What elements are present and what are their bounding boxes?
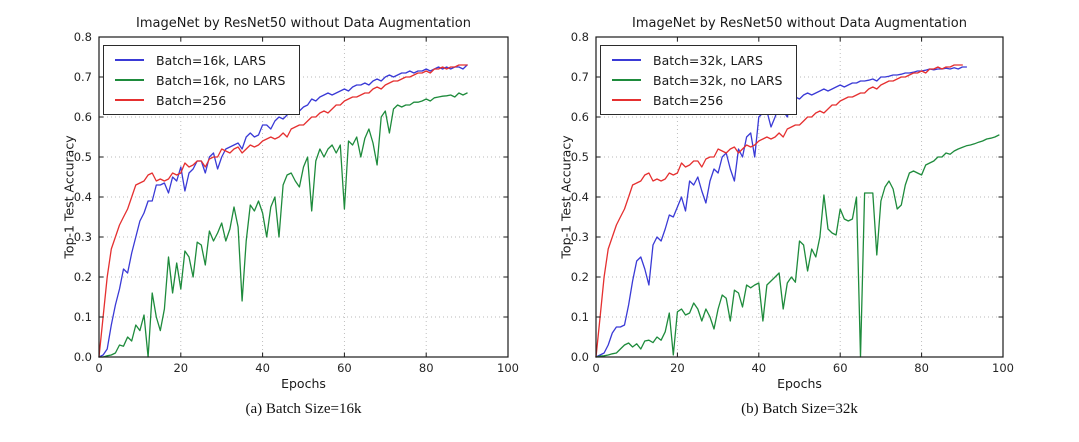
line-swatch-icon [612, 59, 641, 61]
y-tick-label: 0.1 [571, 310, 589, 324]
series-line-batch-16k-no-lars [98, 92, 468, 358]
legend-item: Batch=16k, LARS [113, 50, 285, 70]
y-tick-label: 0.0 [571, 350, 589, 364]
x-tick-label: 80 [914, 361, 929, 375]
line-swatch-icon [612, 79, 641, 81]
legend-label: Batch=32k, no LARS [653, 72, 783, 88]
y-tick-label: 0.4 [571, 190, 589, 204]
x-tick-label: 100 [992, 361, 1014, 375]
legend-item: Batch=256 [610, 90, 782, 110]
chart-a-y-axis-label: Top-1 Test Accuracy [61, 135, 77, 259]
legend-label: Batch=16k, no LARS [156, 72, 286, 88]
legend-item: Batch=32k, no LARS [610, 70, 782, 90]
y-tick-label: 0.3 [571, 230, 589, 244]
y-tick-label: 0.7 [74, 70, 92, 84]
chart-b-caption: (b) Batch Size=32k [741, 401, 858, 417]
legend-label: Batch=16k, LARS [156, 52, 266, 68]
chart-b-y-axis-label: Top-1 Test Accuracy [558, 135, 574, 259]
legend-item: Batch=256 [113, 90, 285, 110]
y-tick-label: 0.6 [74, 110, 92, 124]
x-tick-label: 80 [419, 361, 434, 375]
chart-a-legend: Batch=16k, LARS Batch=16k, no LARS Batch… [103, 45, 301, 115]
line-swatch-icon [115, 99, 144, 101]
x-tick-label: 20 [670, 361, 685, 375]
chart-b-legend: Batch=32k, LARS Batch=32k, no LARS Batch… [600, 45, 798, 115]
series-line-batch-256 [98, 64, 468, 358]
legend-label: Batch=256 [156, 92, 227, 108]
x-tick-label: 0 [592, 361, 599, 375]
y-tick-label: 0.2 [74, 270, 92, 284]
y-tick-label: 0.2 [571, 270, 589, 284]
y-tick-label: 0.7 [571, 70, 589, 84]
chart-a-caption: (a) Batch Size=16k [245, 401, 362, 417]
y-tick-label: 0.5 [74, 150, 92, 164]
x-tick-label: 100 [497, 361, 519, 375]
x-tick-label: 40 [255, 361, 270, 375]
y-tick-label: 0.4 [74, 190, 92, 204]
y-tick-label: 0.1 [74, 310, 92, 324]
series-line-batch-32k-no-lars [595, 134, 1000, 358]
line-swatch-icon [612, 99, 641, 101]
legend-label: Batch=256 [653, 92, 724, 108]
series-line-batch-16k-lars [98, 64, 468, 358]
legend-item: Batch=32k, LARS [610, 50, 782, 70]
line-swatch-icon [115, 59, 144, 61]
y-tick-label: 0.3 [74, 230, 92, 244]
y-tick-label: 0.8 [74, 30, 92, 44]
y-tick-label: 0.0 [74, 350, 92, 364]
x-tick-label: 60 [337, 361, 352, 375]
x-tick-label: 40 [751, 361, 766, 375]
legend-item: Batch=16k, no LARS [113, 70, 285, 90]
y-tick-label: 0.8 [571, 30, 589, 44]
line-swatch-icon [115, 79, 144, 81]
chart-a-title: ImageNet by ResNet50 without Data Augmen… [136, 16, 471, 31]
x-tick-label: 60 [833, 361, 848, 375]
y-tick-label: 0.5 [571, 150, 589, 164]
x-tick-label: 0 [95, 361, 102, 375]
x-tick-label: 20 [173, 361, 188, 375]
chart-a-x-axis-label: Epochs [281, 376, 326, 391]
y-tick-label: 0.6 [571, 110, 589, 124]
legend-label: Batch=32k, LARS [653, 52, 763, 68]
chart-b-title: ImageNet by ResNet50 without Data Augmen… [632, 16, 967, 31]
series-line-batch-256 [595, 64, 963, 358]
chart-b-x-axis-label: Epochs [777, 376, 822, 391]
